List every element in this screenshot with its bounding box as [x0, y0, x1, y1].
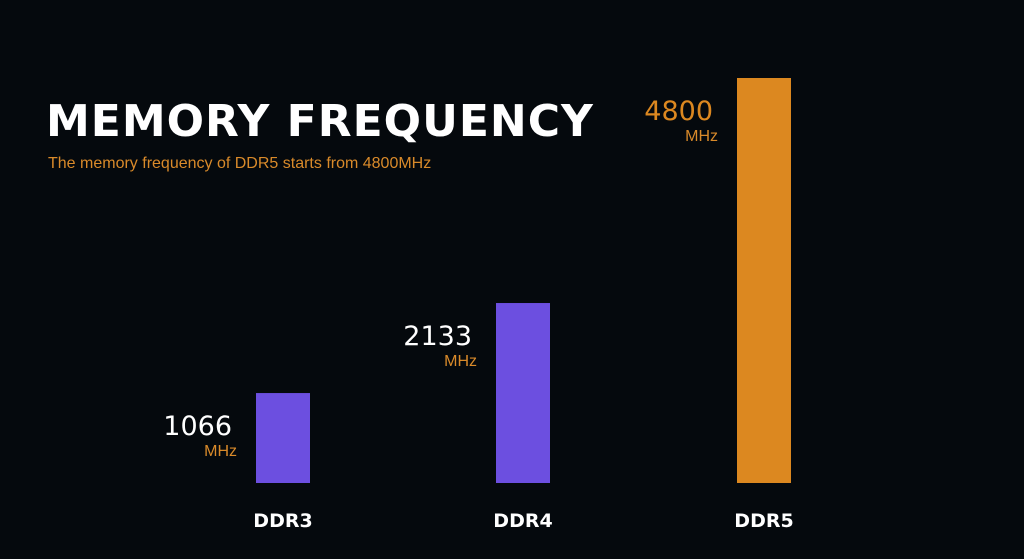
value-label-ddr4: 2133	[403, 321, 472, 352]
value-label-ddr3: 1066	[163, 411, 232, 442]
chart-title: MEMORY FREQUENCY	[46, 96, 594, 147]
category-label-ddr4: DDR4	[493, 510, 552, 532]
unit-label-ddr5: MHz	[685, 128, 718, 145]
bar-ddr5	[737, 78, 791, 483]
value-label-ddr5: 4800	[644, 96, 713, 127]
bar-ddr3	[256, 393, 310, 483]
category-label-ddr3: DDR3	[253, 510, 312, 532]
unit-label-ddr3: MHz	[204, 443, 237, 460]
bar-ddr4	[496, 303, 550, 483]
chart-subtitle: The memory frequency of DDR5 starts from…	[48, 155, 432, 172]
category-label-ddr5: DDR5	[734, 510, 793, 532]
unit-label-ddr4: MHz	[444, 353, 477, 370]
